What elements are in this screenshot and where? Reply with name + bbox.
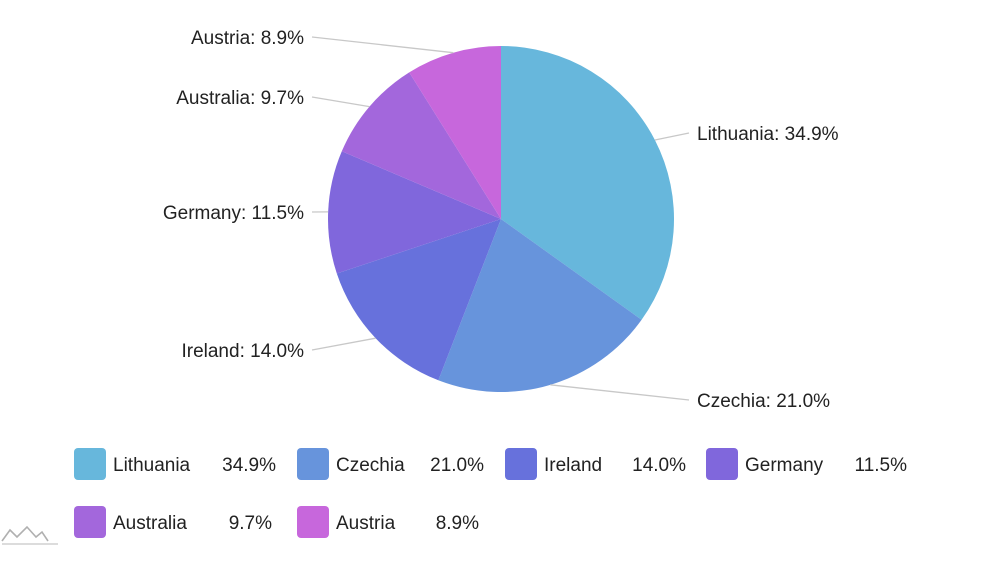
amcharts-logo-icon — [1, 525, 58, 545]
legend-label: Czechia — [336, 455, 405, 476]
legend-item-lithuania[interactable]: Lithuania 34.9% — [74, 448, 276, 480]
pie-slice-lithuania[interactable] — [501, 45, 675, 320]
legend-value: 8.9% — [436, 513, 479, 534]
pie-slices — [328, 45, 675, 393]
legend-label: Lithuania — [113, 455, 191, 476]
legend-label: Austria — [336, 513, 396, 534]
slice-label-austria: Austria: 8.9% — [191, 28, 304, 49]
pie-slice-austria[interactable] — [409, 46, 501, 219]
slice-label-australia: Australia: 9.7% — [176, 88, 304, 109]
pie-slice-germany[interactable] — [328, 151, 501, 274]
leader-line-austria — [311, 36, 454, 54]
legend: Lithuania 34.9% Czechia 21.0% Ireland 14.0% Ge… — [74, 448, 907, 538]
legend-value: 9.7% — [229, 513, 272, 534]
legend-item-germany[interactable]: Germany 11.5% — [706, 448, 907, 480]
legend-item-ireland[interactable]: Ireland 14.0% — [505, 448, 686, 480]
slice-label-czechia: Czechia: 21.0% — [697, 391, 830, 412]
leader-line-australia — [311, 96, 370, 108]
leader-line-ireland — [311, 337, 376, 351]
pie-slice-australia[interactable] — [341, 72, 501, 219]
legend-item-austria[interactable]: Austria 8.9% — [297, 506, 479, 538]
legend-swatch — [297, 506, 329, 538]
legend-item-czechia[interactable]: Czechia 21.0% — [297, 448, 484, 480]
legend-swatch — [505, 448, 537, 480]
pie-slice-ireland[interactable] — [336, 219, 501, 381]
legend-value: 21.0% — [430, 455, 484, 476]
slice-labels: Lithuania: 34.9% Czechia: 21.0% Ireland: 1… — [163, 28, 839, 412]
legend-value: 34.9% — [222, 455, 276, 476]
leader-line-czechia — [550, 384, 690, 401]
leader-line-lithuania — [654, 132, 690, 141]
slice-label-germany: Germany: 11.5% — [163, 203, 304, 224]
legend-label: Ireland — [544, 455, 602, 476]
legend-item-australia[interactable]: Australia 9.7% — [74, 506, 272, 538]
label-leader-lines — [311, 36, 690, 401]
legend-value: 11.5% — [855, 455, 908, 476]
pie-slice-czechia[interactable] — [438, 219, 642, 393]
legend-label: Australia — [113, 513, 187, 534]
slice-label-lithuania: Lithuania: 34.9% — [697, 124, 839, 145]
slice-label-ireland: Ireland: 14.0% — [181, 341, 304, 362]
legend-swatch — [74, 506, 106, 538]
legend-swatch — [74, 448, 106, 480]
legend-swatch — [706, 448, 738, 480]
legend-label: Germany — [745, 455, 824, 476]
legend-value: 14.0% — [632, 455, 686, 476]
legend-swatch — [297, 448, 329, 480]
